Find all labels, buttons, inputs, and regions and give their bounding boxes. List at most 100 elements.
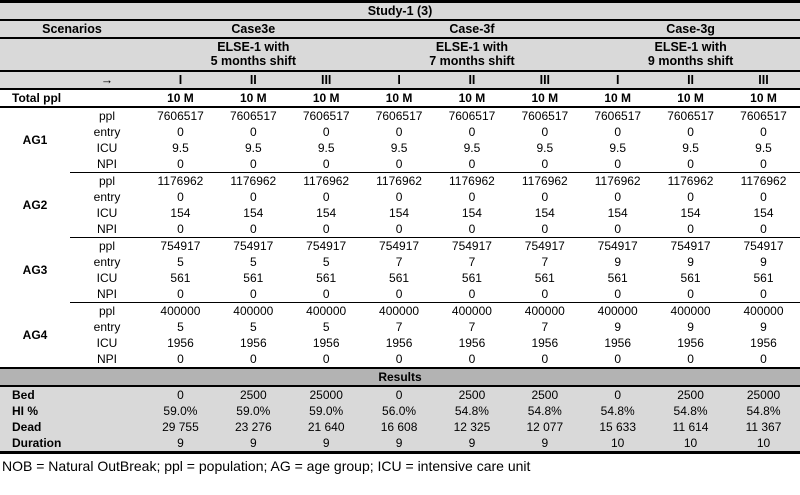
data-cell: 0: [289, 286, 363, 303]
data-cell: 0: [727, 189, 800, 205]
data-cell: 1956: [216, 335, 290, 351]
row-label: entry: [70, 319, 144, 335]
case-subheader-3f: ELSE-1 with 7 months shift: [362, 38, 582, 72]
data-cell: 754917: [654, 237, 727, 254]
table-row: entry 5 5 5 7 7 7 9 9 9: [0, 254, 800, 270]
data-cell: 1956: [289, 335, 363, 351]
data-cell: 154: [654, 205, 727, 221]
data-cell: 0: [581, 156, 655, 173]
age-group-label: AG3: [0, 237, 70, 303]
results-section: Bed 0 2500 25000 0 2500 2500 0 2500 25000 HI % 59.0…: [0, 386, 800, 454]
data-cell: 754917: [362, 237, 436, 254]
data-cell: 0: [216, 221, 290, 238]
column-numeral: I: [581, 71, 655, 90]
data-cell: 5: [144, 319, 217, 335]
column-numeral: III: [289, 71, 363, 90]
data-cell: 9.5: [435, 140, 509, 156]
result-cell: 0: [144, 386, 217, 403]
table-row: HI % 59.0% 59.0% 59.0% 56.0% 54.8% 54.8% 54.8% 5…: [0, 403, 800, 419]
result-cell: 9: [435, 435, 509, 454]
data-cell: 5: [216, 254, 290, 270]
table-row: AG2 ppl 1176962 1176962 1176962 1176962 117696…: [0, 172, 800, 238]
data-cell: 1176962: [362, 172, 436, 189]
data-cell: 1176962: [727, 172, 800, 189]
data-cell: 0: [508, 286, 582, 303]
data-cell: 0: [508, 221, 582, 238]
data-cell: 9: [654, 319, 727, 335]
column-numeral: II: [216, 71, 290, 90]
data-cell: 0: [435, 351, 509, 369]
result-cell: 54.8%: [581, 403, 655, 419]
row-label: NPI: [70, 221, 144, 238]
results-header-section: Results: [0, 368, 800, 387]
data-cell: 154: [362, 205, 436, 221]
data-cell: 1956: [362, 335, 436, 351]
data-cell: 754917: [435, 237, 509, 254]
result-cell: 54.8%: [654, 403, 727, 419]
data-cell: 5: [289, 319, 363, 335]
total-ppl-value: 10 M: [654, 89, 727, 108]
data-cell: 561: [144, 270, 217, 286]
result-cell: 54.8%: [508, 403, 582, 419]
data-cell: 0: [435, 286, 509, 303]
result-cell: 54.8%: [727, 403, 800, 419]
data-cell: 0: [289, 156, 363, 173]
age-group-label: AG4: [0, 302, 70, 369]
data-cell: 0: [508, 189, 582, 205]
results-header: Results: [0, 368, 800, 387]
result-cell: 23 276: [216, 419, 290, 435]
table-header: Study-1 (3) Scenarios Case3e Case-3f Cas…: [0, 0, 800, 90]
data-cell: 561: [581, 270, 655, 286]
data-cell: 754917: [144, 237, 217, 254]
data-cell: 561: [216, 270, 290, 286]
data-cell: 1176962: [216, 172, 290, 189]
data-cell: 400000: [654, 302, 727, 319]
data-cell: 561: [289, 270, 363, 286]
result-cell: 54.8%: [435, 403, 509, 419]
data-cell: 0: [144, 351, 217, 369]
data-cell: 0: [144, 124, 217, 140]
column-numeral: II: [435, 71, 509, 90]
data-cell: 0: [581, 221, 655, 238]
result-cell: 56.0%: [362, 403, 436, 419]
data-cell: 561: [727, 270, 800, 286]
total-ppl-value: 10 M: [508, 89, 582, 108]
column-numeral: I: [362, 71, 436, 90]
data-cell: 154: [508, 205, 582, 221]
case-subtitle-line: ELSE-1 with: [435, 40, 509, 54]
data-cell: 9.5: [581, 140, 655, 156]
study-table: Study-1 (3) Scenarios Case3e Case-3f Cas…: [0, 0, 800, 454]
data-cell: 754917: [216, 237, 290, 254]
data-cell: 0: [289, 189, 363, 205]
row-label: ppl: [70, 172, 144, 189]
data-cell: 0: [144, 189, 217, 205]
data-cell: 0: [654, 286, 727, 303]
result-cell: 10: [727, 435, 800, 454]
row-label: entry: [70, 189, 144, 205]
data-cell: 0: [216, 189, 290, 205]
data-cell: 9.5: [362, 140, 436, 156]
data-cell: 7606517: [581, 107, 655, 124]
total-ppl-value: 10 M: [362, 89, 436, 108]
data-cell: 0: [508, 156, 582, 173]
table-row: NPI 0 0 0 0 0 0 0 0 0: [0, 221, 800, 238]
table-row: Results: [0, 368, 800, 387]
table-row: Study-1 (3): [0, 0, 800, 21]
data-cell: 1176962: [144, 172, 217, 189]
case-subtitle-line: 9 months shift: [647, 54, 734, 68]
row-label: ppl: [70, 237, 144, 254]
data-cell: 0: [727, 124, 800, 140]
data-cell: 9.5: [216, 140, 290, 156]
row-label: NPI: [70, 351, 144, 369]
data-cell: 0: [581, 351, 655, 369]
data-cell: 0: [581, 124, 655, 140]
data-cell: 400000: [216, 302, 290, 319]
data-cell: 1176962: [435, 172, 509, 189]
data-cell: 9: [727, 254, 800, 270]
column-numeral: II: [654, 71, 727, 90]
data-cell: 0: [289, 351, 363, 369]
data-cell: 1176962: [581, 172, 655, 189]
case-subtitle-line: ELSE-1 with: [654, 40, 727, 54]
data-cell: 0: [216, 124, 290, 140]
table-row: entry 5 5 5 7 7 7 9 9 9: [0, 319, 800, 335]
